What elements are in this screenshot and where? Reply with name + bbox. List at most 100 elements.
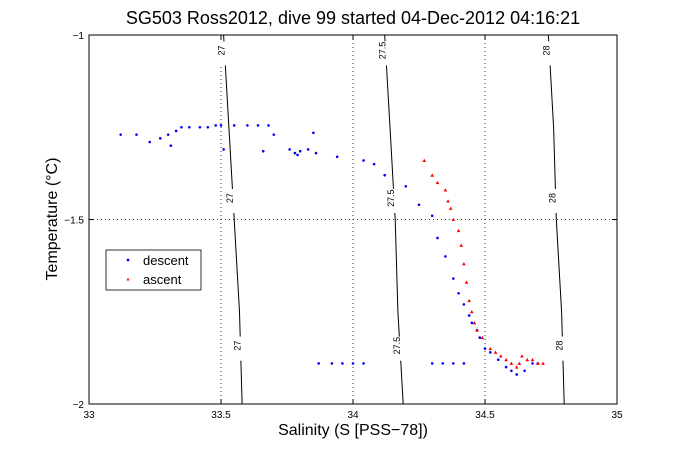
descent-point <box>219 124 223 127</box>
descent-point <box>470 321 474 325</box>
legend-label: ascent <box>143 272 182 287</box>
descent-point <box>452 277 455 280</box>
descent-point <box>496 358 500 362</box>
contour-label-bg <box>394 336 405 361</box>
ascent-point <box>525 357 530 362</box>
descent-point <box>417 203 421 207</box>
descent-point <box>267 124 270 127</box>
descent-point <box>510 369 513 373</box>
ascent-point <box>530 357 535 362</box>
descent-point <box>214 124 218 127</box>
descent-point <box>462 303 466 306</box>
legend-marker <box>126 277 130 281</box>
contour-label: 27.5 <box>378 42 388 60</box>
descent-point <box>272 133 276 136</box>
descent-point <box>478 336 482 339</box>
axis-ticks: 33 33.5 34 34.5 35 −2 −1.5 −1 <box>64 31 623 421</box>
ascent-point <box>435 180 440 185</box>
descent-point <box>306 148 310 151</box>
ascent-point <box>493 350 498 354</box>
descent-point <box>441 362 445 365</box>
contour-label: 28 <box>541 45 551 55</box>
contour-label-bg <box>389 189 400 214</box>
chart-title: SG503 Ross2012, dive 99 started 04-Dec-2… <box>126 8 580 28</box>
y-tick-label: −2 <box>73 400 85 411</box>
ascent-point <box>459 243 464 247</box>
descent-point <box>158 137 162 140</box>
contour-label: 27.5 <box>392 337 402 355</box>
ascent-point <box>536 361 540 365</box>
descent-point <box>430 362 434 365</box>
x-tick-label: 35 <box>611 410 623 421</box>
descent-point <box>372 162 376 166</box>
descent-point <box>166 133 170 136</box>
data-series <box>119 124 545 376</box>
ascent-point <box>422 158 427 162</box>
legend-label: descent <box>143 253 189 268</box>
ascent-point <box>509 361 514 365</box>
ascent-point <box>470 309 474 314</box>
contour-label: 27 <box>217 45 227 55</box>
descent-point <box>174 129 178 133</box>
ascent-point <box>430 173 434 177</box>
ascent-point <box>472 321 477 325</box>
descent-point <box>430 214 434 218</box>
ascent-point <box>488 346 493 351</box>
descent-point <box>317 362 320 365</box>
descent-point <box>462 362 466 365</box>
ascent-point <box>467 298 471 303</box>
contour-label-bg <box>228 189 239 214</box>
density-contours: 27 27 27 27.5 27.5 27.5 28 28 28 <box>217 34 568 405</box>
descent-point <box>404 184 408 188</box>
contour-label-bg <box>219 41 230 66</box>
ascent-point <box>517 361 522 365</box>
descent-point <box>330 362 334 365</box>
contour-label-bg <box>557 336 568 361</box>
ascent-point <box>475 328 479 332</box>
x-tick-label: 33.5 <box>211 410 231 421</box>
x-tick-label: 33 <box>83 410 95 421</box>
ascent-point <box>451 217 456 221</box>
contour-label-bg <box>235 336 246 361</box>
x-tick-label: 34.5 <box>475 410 495 421</box>
descent-point <box>383 173 386 177</box>
legend-box <box>105 249 202 291</box>
y-axis-label: Temperature (°C) <box>44 158 61 281</box>
contour-label: 28 <box>555 341 565 351</box>
descent-point <box>298 149 302 153</box>
ascent-point <box>443 188 448 192</box>
ascent-point <box>499 354 503 358</box>
descent-point <box>483 347 487 350</box>
ascent-point <box>504 357 508 362</box>
contour-label: 27.5 <box>386 189 396 207</box>
descent-point <box>467 314 471 317</box>
legend-marker <box>126 258 130 262</box>
descent-point <box>296 153 299 157</box>
descent-point <box>293 151 297 155</box>
ascent-point <box>456 228 461 233</box>
descent-point <box>312 131 315 135</box>
ascent-point <box>448 206 453 210</box>
descent-point <box>256 124 260 127</box>
x-tick-label: 34 <box>347 410 359 421</box>
descent-point <box>444 255 447 258</box>
descent-point <box>261 149 265 153</box>
x-axis-label: Salinity (S [PSS−78]) <box>278 422 428 439</box>
ascent-point <box>514 365 519 369</box>
y-tick-label: −1 <box>73 31 85 42</box>
contour-label: 27 <box>233 341 243 351</box>
ascent-point <box>541 361 545 365</box>
descent-point <box>362 362 365 365</box>
descent-point <box>531 362 534 365</box>
ascent-point <box>520 354 524 358</box>
contour-label: 27 <box>225 193 235 203</box>
descent-point <box>188 125 191 129</box>
descent-point <box>436 236 439 240</box>
contour-label: 28 <box>548 193 558 203</box>
descent-point <box>246 124 249 127</box>
descent-point <box>523 369 526 373</box>
descent-point <box>288 148 291 151</box>
y-tick-label: −1.5 <box>64 216 84 227</box>
descent-point <box>351 362 355 365</box>
